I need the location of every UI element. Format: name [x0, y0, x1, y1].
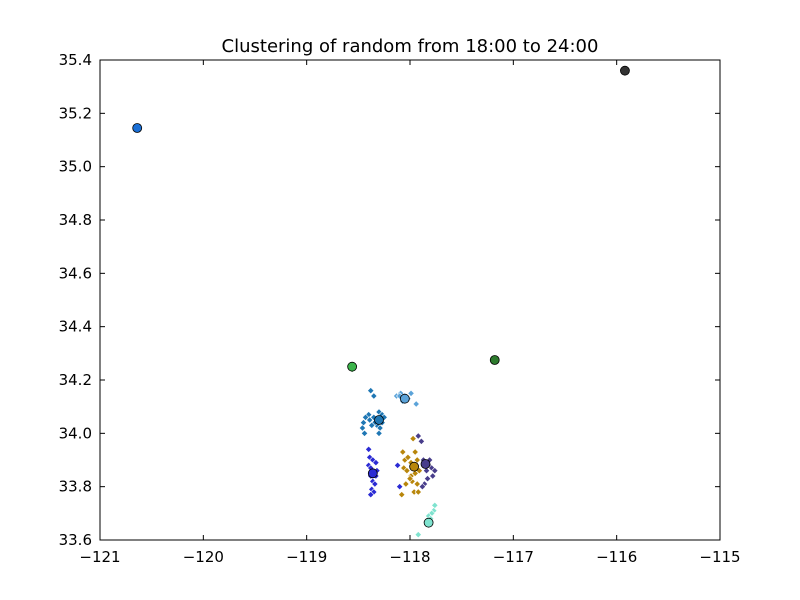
data-point — [371, 480, 379, 488]
cluster-8 — [489, 355, 500, 365]
data-point — [372, 459, 380, 467]
data-point — [402, 480, 410, 488]
cluster-centroid — [489, 355, 500, 365]
y-tick-label: 34.0 — [59, 424, 92, 442]
cluster-7 — [347, 361, 358, 373]
x-tick-label: −116 — [596, 548, 637, 566]
data-point — [423, 475, 432, 483]
plot-area-frame — [99, 59, 721, 541]
data-point — [365, 445, 373, 453]
data-point — [422, 467, 431, 475]
cluster-4 — [398, 435, 423, 499]
data-point — [411, 448, 419, 456]
cluster-centroid — [347, 361, 358, 372]
x-tick-label: −117 — [493, 548, 534, 566]
y-tick-label: 35.4 — [59, 51, 92, 69]
cluster-centroid — [409, 461, 420, 472]
cluster-10 — [620, 65, 630, 76]
data-point — [368, 421, 376, 429]
data-point — [407, 389, 415, 397]
y-tick-label: 35.2 — [59, 104, 92, 122]
cluster-5 — [414, 432, 439, 491]
y-tick-label: 34.4 — [59, 318, 92, 336]
y-tick-label: 33.8 — [59, 478, 92, 496]
x-tick-label: −121 — [79, 548, 120, 566]
data-point — [406, 475, 414, 483]
data-point — [429, 472, 437, 480]
y-tick-label: 34.2 — [59, 371, 92, 389]
data-point — [414, 531, 422, 539]
cluster-centroid — [423, 517, 434, 528]
axes: −121 −120 −119 −118 −117 −116 −115 33.6 33.8 34.0… — [59, 51, 741, 566]
data-point — [398, 491, 406, 499]
data-point — [413, 480, 421, 488]
data-point — [404, 453, 412, 461]
data-point — [431, 467, 439, 475]
data-point — [417, 437, 425, 445]
data-point — [412, 400, 420, 408]
x-tick-label: −120 — [183, 548, 224, 566]
data-point — [393, 461, 402, 469]
y-tick-label: 34.8 — [59, 211, 92, 229]
data-marks — [132, 65, 630, 539]
data-point — [403, 467, 411, 475]
data-point — [370, 392, 378, 400]
data-point — [399, 448, 407, 456]
cluster-centroid — [399, 393, 410, 404]
cluster-centroid — [374, 415, 384, 425]
cluster-3 — [365, 445, 404, 499]
data-point — [366, 416, 374, 424]
x-tick-label: −115 — [699, 548, 740, 566]
cluster-9 — [132, 123, 143, 133]
cluster-6 — [414, 501, 439, 539]
data-point — [414, 432, 422, 440]
data-point — [360, 429, 369, 437]
cluster-centroid — [620, 65, 630, 76]
cluster-2 — [392, 389, 420, 408]
x-tick-label: −119 — [286, 548, 327, 566]
data-point — [367, 491, 375, 499]
cluster-centroid — [132, 123, 143, 133]
data-point — [409, 435, 417, 443]
data-point — [418, 483, 427, 491]
x-tick-label: −118 — [389, 548, 430, 566]
cluster-centroid — [420, 459, 431, 469]
data-point — [375, 429, 383, 437]
y-tick-label: 33.6 — [59, 531, 92, 549]
y-tick-label: 35.0 — [59, 158, 92, 176]
data-point — [396, 483, 404, 491]
cluster-1 — [358, 387, 388, 437]
data-point — [414, 488, 422, 496]
cluster-centroid — [367, 468, 378, 479]
chart-title: Clustering of random from 18:00 to 24:00 — [222, 36, 599, 57]
data-point — [358, 424, 367, 432]
y-tick-label: 34.6 — [59, 264, 92, 282]
data-point — [367, 387, 375, 395]
